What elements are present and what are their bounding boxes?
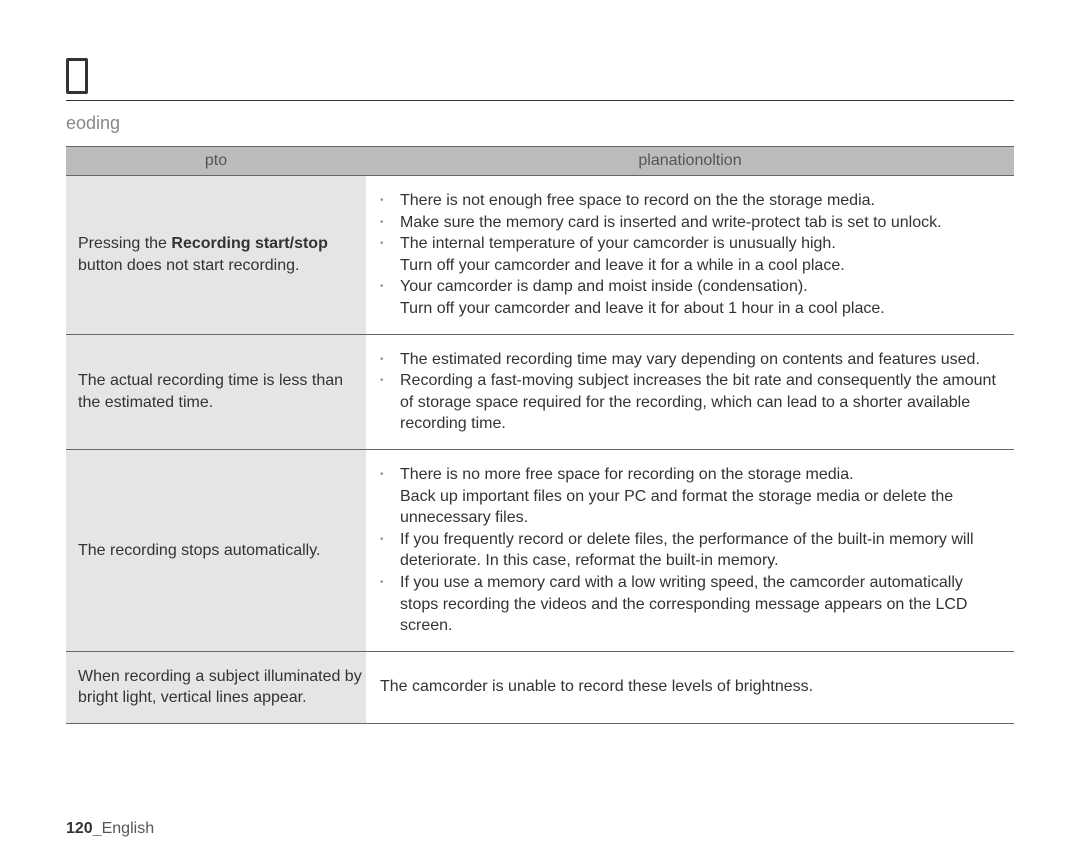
table-body: Pressing the Recording start/stop button… bbox=[66, 176, 1014, 724]
horizontal-rule bbox=[66, 100, 1014, 101]
symptom-cell: The recording stops automatically. bbox=[66, 449, 366, 651]
list-item: The internal temperature of your camcord… bbox=[378, 233, 1004, 276]
list-item: Make sure the memory card is inserted an… bbox=[378, 212, 1004, 234]
symptom-cell: The actual recording time is less than t… bbox=[66, 334, 366, 449]
table-row: Pressing the Recording start/stop button… bbox=[66, 176, 1014, 335]
placeholder-icon bbox=[66, 58, 88, 94]
header-symptom: pto bbox=[66, 147, 366, 176]
list-item: Recording a fast-moving subject increase… bbox=[378, 370, 1004, 435]
list-item-continuation: Back up important files on your PC and f… bbox=[400, 486, 1004, 529]
symptom-cell: Pressing the Recording start/stop button… bbox=[66, 176, 366, 335]
bullet-list: The estimated recording time may vary de… bbox=[378, 349, 1004, 435]
explanation-cell: The camcorder is unable to record these … bbox=[366, 651, 1014, 723]
troubleshooting-table: pto planationoltion Pressing the Recordi… bbox=[66, 146, 1014, 724]
table-row: When recording a subject illuminated by … bbox=[66, 651, 1014, 723]
table-row: The recording stops automatically.There … bbox=[66, 449, 1014, 651]
header-explanation: planationoltion bbox=[366, 147, 1014, 176]
explanation-cell: There is no more free space for recordin… bbox=[366, 449, 1014, 651]
list-item: If you use a memory card with a low writ… bbox=[378, 572, 1004, 637]
list-item: Your camcorder is damp and moist inside … bbox=[378, 276, 1004, 319]
list-item: There is not enough free space to record… bbox=[378, 190, 1004, 212]
list-item: There is no more free space for recordin… bbox=[378, 464, 1004, 529]
section-title: eoding bbox=[66, 113, 1014, 134]
page-number: 120 bbox=[66, 820, 93, 837]
footer-separator: _ bbox=[93, 820, 102, 837]
explanation-text: The camcorder is unable to record these … bbox=[378, 676, 1004, 698]
page-footer: 120_English bbox=[66, 820, 154, 838]
document-page: eoding pto planationoltion Pressing the … bbox=[0, 0, 1080, 866]
list-item: The estimated recording time may vary de… bbox=[378, 349, 1004, 371]
list-item-continuation: Turn off your camcorder and leave it for… bbox=[400, 298, 1004, 320]
bullet-list: There is not enough free space to record… bbox=[378, 190, 1004, 320]
symptom-cell: When recording a subject illuminated by … bbox=[66, 651, 366, 723]
footer-label: English bbox=[102, 820, 154, 837]
explanation-cell: There is not enough free space to record… bbox=[366, 176, 1014, 335]
list-item: If you frequently record or delete files… bbox=[378, 529, 1004, 572]
table-header-row: pto planationoltion bbox=[66, 147, 1014, 176]
bullet-list: There is no more free space for recordin… bbox=[378, 464, 1004, 637]
table-row: The actual recording time is less than t… bbox=[66, 334, 1014, 449]
list-item-continuation: Turn off your camcorder and leave it for… bbox=[400, 255, 1004, 277]
explanation-cell: The estimated recording time may vary de… bbox=[366, 334, 1014, 449]
